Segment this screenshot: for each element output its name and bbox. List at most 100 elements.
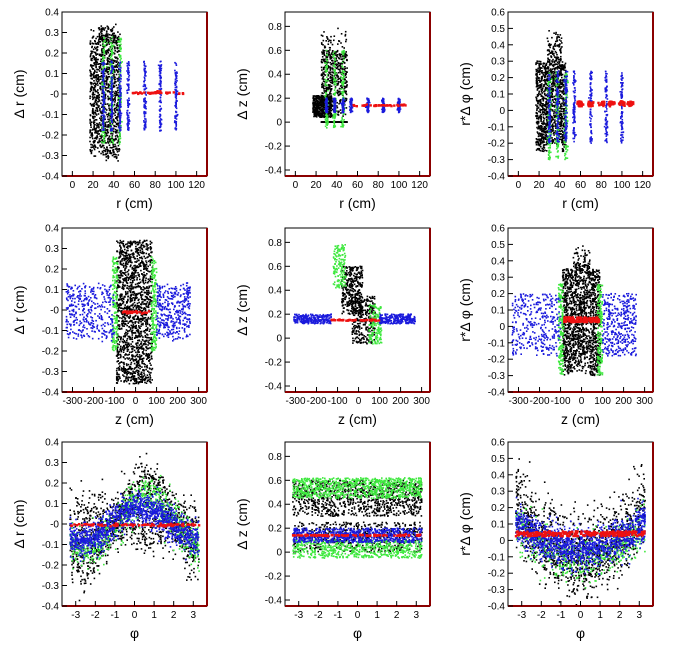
x-tick-label: 20 [88,180,100,191]
data-point-blue [103,129,105,131]
data-point-black [115,61,117,63]
data-point-green [111,56,113,58]
data-point-green [106,66,108,68]
data-point-green [119,41,121,43]
data-point-blue [146,101,148,103]
data-point-blue [103,93,105,95]
data-point-green [118,38,120,40]
data-point-black [107,158,109,160]
data-point-blue [127,99,129,101]
y-tick-label: -0 [50,90,59,101]
data-point-green [112,36,114,38]
data-point-black [106,114,108,116]
data-point-black [106,109,108,111]
data-point-black [116,78,118,80]
data-point-black [117,62,119,64]
x-tick-label: 40 [108,180,120,191]
data-point-black [105,52,107,54]
data-point-blue [159,127,161,129]
data-point-green [103,53,105,55]
data-point-blue [118,68,120,70]
data-point-black [94,82,96,84]
data-point-green [117,97,119,99]
data-point-blue [110,93,112,95]
data-point-black [97,36,99,38]
data-point-green [102,142,104,144]
data-point-blue [144,116,146,118]
data-point-blue [144,114,146,116]
data-point-black [105,27,107,29]
data-point-blue [120,75,122,77]
y-tick-label: -0.1 [42,110,60,121]
data-point-blue [111,89,113,91]
data-point-black [94,122,96,124]
data-point-black [94,96,96,98]
data-point-black [110,150,112,152]
data-point-blue [176,72,178,74]
data-point-black [102,29,104,31]
data-point-black [93,73,95,75]
data-point-black [96,80,98,82]
data-point-black [91,153,93,155]
data-point-red [169,91,171,93]
data-point-blue [112,128,114,130]
data-point-green [119,55,121,57]
data-point-blue [111,107,113,109]
data-point-black [113,152,115,154]
data-point-green [101,83,103,85]
data-point-green [104,135,106,137]
data-point-black [107,124,109,126]
data-point-green [111,124,113,126]
data-point-blue [128,70,130,72]
data-point-black [89,141,91,143]
data-point-black [107,119,109,121]
data-point-black [108,76,110,78]
data-point-blue [102,110,104,112]
data-point-black [97,82,99,84]
data-point-black [98,97,100,99]
data-point-black [95,62,97,64]
data-point-black [116,131,118,133]
data-point-black [93,48,95,50]
data-point-blue [160,97,162,99]
data-point-black [90,51,92,53]
data-point-green [102,57,104,59]
data-point-black [92,144,94,146]
data-point-black [109,139,111,141]
data-point-black [99,38,101,40]
data-point-black [106,121,108,123]
data-point-blue [128,76,130,78]
data-point-black [106,156,108,158]
data-point-black [107,135,109,137]
data-point-blue [175,72,177,74]
data-point-black [106,44,108,46]
data-point-black [106,30,108,32]
data-point-black [106,129,108,131]
data-point-black [97,104,99,106]
data-point-black [94,101,96,103]
data-point-blue [111,101,113,103]
data-point-blue [159,116,161,118]
data-point-blue [128,61,130,63]
data-point-blue [176,108,178,110]
data-point-green [120,59,122,61]
data-point-black [100,86,102,88]
data-point-blue [128,64,130,66]
data-point-blue [176,86,178,88]
data-point-blue [104,117,106,119]
data-point-black [100,76,102,78]
data-point-blue [120,78,122,80]
data-point-black [95,67,97,69]
data-point-black [98,106,100,108]
data-point-black [91,132,93,134]
data-point-green [101,141,103,143]
data-point-black [117,48,119,50]
data-point-green [112,45,114,47]
data-point-black [91,65,93,67]
data-point-green [120,50,122,52]
data-point-blue [104,69,106,71]
data-point-green [121,121,123,123]
data-point-black [109,135,111,137]
data-point-blue [112,69,114,71]
data-point-black [97,92,99,94]
